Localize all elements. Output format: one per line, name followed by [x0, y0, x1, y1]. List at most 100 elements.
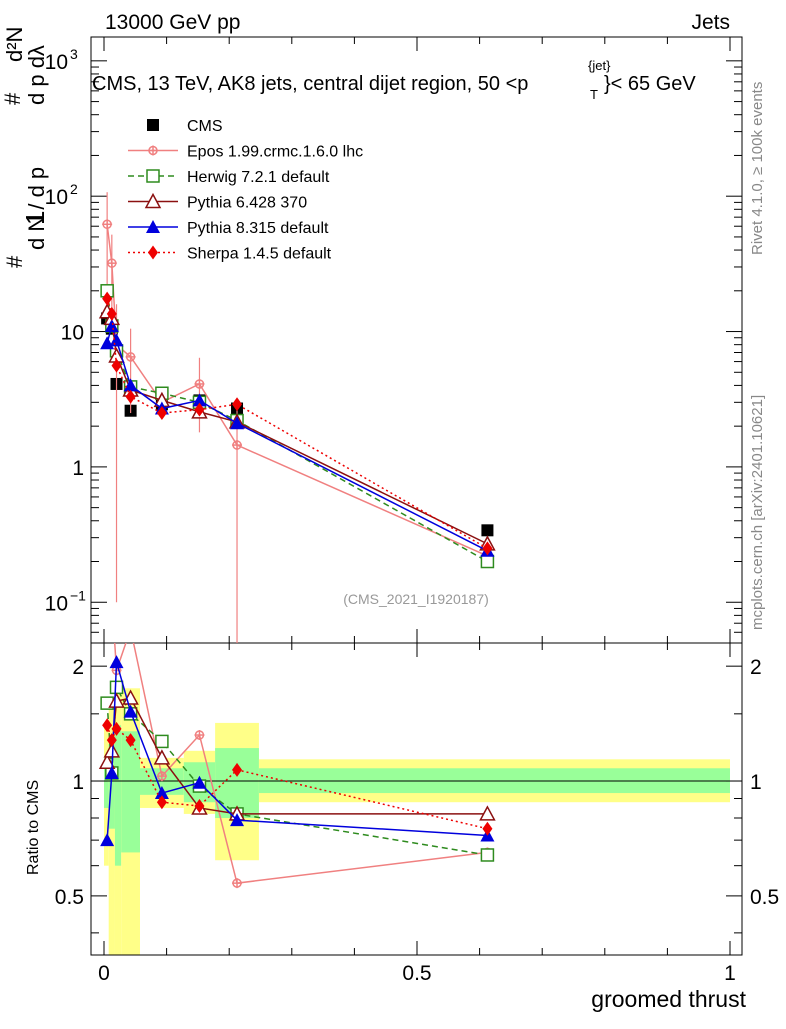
ratio-point-Pythia8-1 — [104, 765, 119, 779]
legend-marker-Herwig — [146, 169, 160, 183]
x-axis-label: groomed thrust — [591, 986, 746, 1012]
svg-text:d N / d p: d N / d p — [24, 167, 49, 250]
ratio-tick-label-right: 2 — [750, 656, 762, 679]
point-CMS-7 — [481, 524, 494, 537]
header-category: Jets — [691, 11, 730, 34]
ratio-point-Pythia6-4 — [153, 749, 171, 765]
y-tick-label: 1 — [72, 457, 84, 480]
point-Pythia8-5 — [192, 393, 207, 407]
ratio-point-Sherpa-3 — [125, 733, 136, 748]
band-inner-0 — [104, 757, 109, 808]
y-tick-label: 10 — [45, 51, 68, 74]
legend-entry-CMS: CMS — [147, 118, 223, 135]
point-Pythia8-1 — [104, 318, 119, 332]
line-Pythia6 — [106, 311, 488, 545]
ratio-uncertainty-bands — [91, 683, 742, 955]
main-y-axis-label: # 1 d N / d p # d p dλ d²N — [0, 27, 50, 268]
rivet-label: Rivet 4.1.0, ≥ 100k events — [749, 82, 766, 255]
ratio-tick-label-right: 0.5 — [750, 886, 779, 909]
legend-entry-Sherpa: Sherpa 1.4.5 default — [128, 245, 332, 263]
ratio-point-Pythia8-2 — [109, 655, 124, 669]
ratio-tick-label: 0.5 — [55, 886, 84, 909]
svg-text:CMS, 13 TeV, AK8 jets, central: CMS, 13 TeV, AK8 jets, central dijet reg… — [92, 73, 528, 95]
svg-text:1: 1 — [20, 211, 50, 225]
ratio-point-Sherpa-1 — [106, 733, 117, 748]
legend-entry-Epos: Epos 1.99.crmc.1.6.0 lhc — [128, 144, 363, 161]
y-tick-exponent: 2 — [70, 181, 78, 197]
x-tick-label: 0.5 — [402, 962, 431, 985]
point-Sherpa-3 — [125, 389, 136, 404]
ratio-point-Pythia8-6 — [230, 813, 245, 827]
legend-marker-Pythia6 — [144, 192, 162, 209]
svg-text:d²N: d²N — [2, 27, 27, 62]
y-tick-label: 10 — [61, 322, 84, 345]
series-Herwig — [100, 284, 495, 569]
header-collision: 13000 GeV pp — [105, 11, 240, 34]
y-tick-label: 10 — [45, 186, 68, 209]
line-Epos — [106, 224, 488, 557]
ratio-point-Herwig-4 — [155, 734, 169, 749]
ratio-tick-label: 2 — [72, 656, 84, 679]
legend-label-Pythia6: Pythia 6.428 370 — [187, 195, 307, 212]
y-tick-exponent: −1 — [70, 587, 86, 603]
line-Sherpa — [106, 298, 488, 550]
analysis-watermark: (CMS_2021_I1920187) — [343, 591, 489, 607]
svg-text:{jet}: {jet} — [588, 58, 611, 73]
plot-title: CMS, 13 TeV, AK8 jets, central dijet reg… — [92, 58, 696, 102]
ratio-series-Sherpa — [102, 718, 493, 836]
point-Sherpa-6 — [232, 397, 243, 412]
band-inner-2 — [114, 725, 122, 866]
ratio-point-Pythia8-5 — [192, 775, 207, 789]
site-label: mcplots.cern.ch [arXiv:2401.10621] — [749, 395, 766, 630]
ratio-point-Pythia8-4 — [154, 786, 169, 800]
point-Sherpa-2 — [111, 358, 122, 373]
x-tick-label: 1 — [724, 962, 736, 985]
legend-marker-Sherpa — [148, 245, 158, 260]
legend-entry-Pythia8: Pythia 8.315 default — [128, 220, 329, 237]
band-inner-3 — [121, 731, 140, 853]
legend-label-Epos: Epos 1.99.crmc.1.6.0 lhc — [187, 144, 363, 161]
ratio-point-Sherpa-2 — [111, 721, 122, 736]
ratio-point-Herwig-7 — [480, 848, 495, 862]
point-Sherpa-1 — [106, 306, 117, 321]
series-Pythia6 — [98, 303, 496, 551]
ratio-point-Pythia8-3 — [123, 704, 138, 718]
ratio-point-Pythia6-2 — [108, 692, 125, 708]
line-Pythia8 — [106, 323, 488, 552]
ratio-point-Sherpa-4 — [156, 795, 167, 810]
ratio-tick-label-right: 1 — [750, 771, 762, 794]
ratio-line-Pythia8 — [106, 661, 488, 841]
point-Pythia8-6 — [230, 416, 245, 430]
point-Pythia8-2 — [109, 333, 124, 347]
ratio-y-label: Ratio to CMS — [25, 780, 42, 875]
y-tick-exponent: 3 — [70, 46, 78, 62]
ratio-point-Pythia6-7 — [479, 805, 496, 821]
point-Sherpa-7 — [482, 541, 493, 556]
ratio-point-Pythia6-0 — [98, 753, 116, 769]
ratio-point-Sherpa-7 — [482, 821, 493, 836]
ratio-point-Herwig-2 — [109, 680, 124, 695]
svg-text:d p dλ: d p dλ — [24, 45, 49, 105]
ratio-tick-label: 1 — [72, 771, 84, 794]
ratio-series — [98, 643, 496, 889]
legend-entry-Herwig: Herwig 7.2.1 default — [128, 169, 330, 186]
point-Sherpa-4 — [156, 406, 167, 421]
point-Pythia8-3 — [123, 378, 138, 392]
legend-marker-CMS — [147, 119, 159, 131]
point-Sherpa-0 — [102, 291, 113, 306]
point-Sherpa-5 — [194, 402, 205, 417]
ratio-point-Pythia8-0 — [100, 833, 115, 847]
series-Pythia8 — [100, 318, 495, 557]
y-tick-label: 10 — [45, 592, 68, 615]
ratio-series-Pythia8 — [100, 655, 495, 847]
point-Herwig-7 — [480, 554, 495, 569]
ratio-point-Sherpa-0 — [102, 718, 113, 733]
legend-label-Herwig: Herwig 7.2.1 default — [187, 169, 330, 186]
legend: CMS Epos 1.99.crmc.1.6.0 lhc Herwig 7.2.1 … — [128, 118, 363, 263]
band-inner-1 — [108, 744, 115, 829]
ratio-point-Sherpa-6 — [232, 762, 243, 777]
svg-text:#: # — [2, 255, 27, 268]
